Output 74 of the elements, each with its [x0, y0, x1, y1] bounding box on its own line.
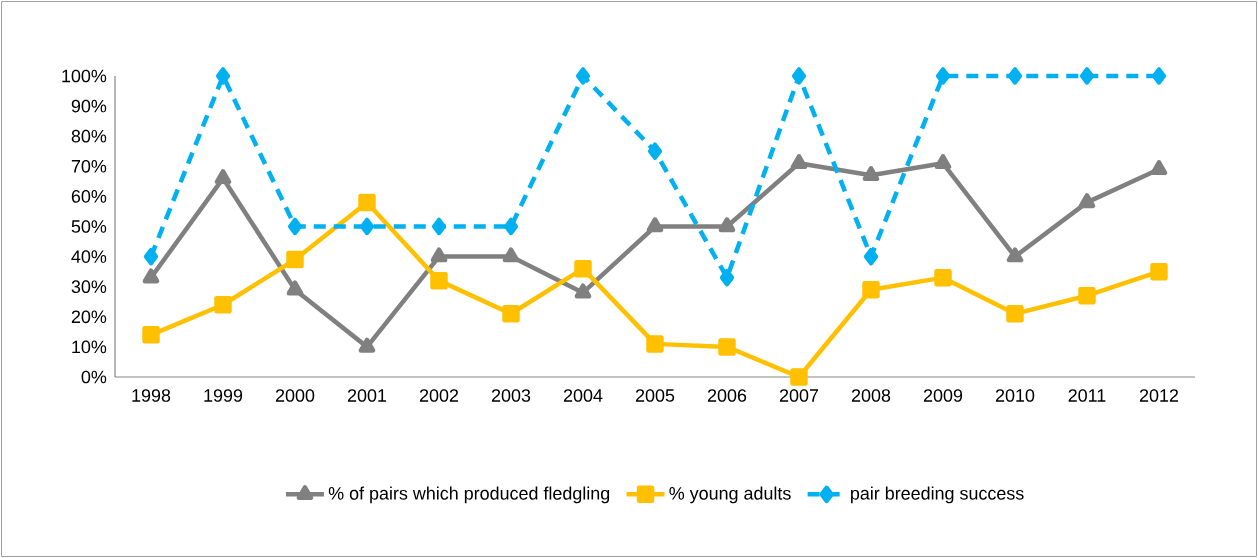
point [358, 193, 376, 212]
y-tick-label: 10% [72, 340, 107, 354]
x-tick-label: 2003 [491, 389, 531, 402]
point [1151, 67, 1167, 85]
point [286, 250, 304, 269]
x-tick-label: 2008 [851, 389, 891, 402]
x-tick-label: 2006 [707, 389, 747, 402]
x-tick-label: 2000 [275, 389, 315, 402]
point [286, 280, 304, 296]
point [1150, 262, 1168, 281]
legend-label: % young adults [669, 486, 791, 504]
point [646, 217, 664, 233]
point [1006, 247, 1024, 263]
x-tick-label: 2002 [419, 389, 459, 402]
point [287, 217, 303, 236]
point [934, 268, 952, 287]
point [431, 217, 447, 236]
y-tick-label: 70% [71, 159, 107, 173]
point [1078, 286, 1096, 305]
point [862, 280, 880, 299]
point [574, 283, 592, 299]
y-tick-label: 100% [62, 69, 107, 83]
legend-label: pair breeding success [851, 486, 1024, 504]
x-tick-label: 2011 [1068, 389, 1106, 402]
point [214, 169, 232, 185]
point [575, 67, 591, 85]
point [214, 295, 232, 314]
x-tick-label: 2004 [563, 389, 603, 402]
point [1006, 305, 1024, 323]
x-tick-label: 2010 [995, 389, 1035, 402]
point [143, 247, 159, 266]
x-tick-label: 2005 [635, 389, 675, 402]
point [1079, 67, 1095, 85]
point [502, 247, 520, 263]
point [1150, 160, 1168, 176]
y-tick-label: 60% [71, 190, 107, 203]
point [1078, 193, 1096, 209]
point [358, 337, 376, 353]
point [646, 335, 664, 353]
point [215, 67, 231, 85]
point [718, 338, 736, 356]
y-tick-label: 20% [71, 310, 107, 324]
point [574, 259, 592, 278]
point [647, 142, 663, 160]
point [790, 368, 808, 386]
y-tick-label: 80% [71, 129, 107, 143]
point [862, 166, 880, 182]
point [718, 217, 736, 233]
x-tick-label: 1998 [132, 389, 171, 402]
point [142, 268, 160, 284]
y-tick-label: 50% [71, 220, 107, 233]
point [791, 67, 807, 85]
y-tick-label: 90% [71, 99, 107, 113]
x-tick-label: 2007 [779, 389, 819, 402]
point [934, 154, 952, 170]
point [719, 268, 735, 287]
y-tick-label: 30% [71, 280, 107, 294]
y-tick-label: 40% [71, 250, 107, 263]
x-tick-label: 2012 [1139, 389, 1179, 402]
x-tick-label: 2001 [347, 389, 387, 402]
point [142, 326, 160, 344]
point [935, 67, 951, 85]
point [359, 217, 375, 236]
point [430, 247, 448, 263]
point [863, 247, 879, 266]
point [503, 217, 519, 236]
point [1007, 67, 1023, 85]
point [502, 305, 520, 323]
x-tick-label: 2009 [923, 389, 963, 402]
point [790, 154, 808, 170]
legend-label: % of pairs which produced fledgling [328, 486, 610, 504]
x-tick-label: 1999 [204, 389, 243, 402]
point [430, 271, 448, 290]
y-tick-label: 0% [81, 370, 107, 384]
